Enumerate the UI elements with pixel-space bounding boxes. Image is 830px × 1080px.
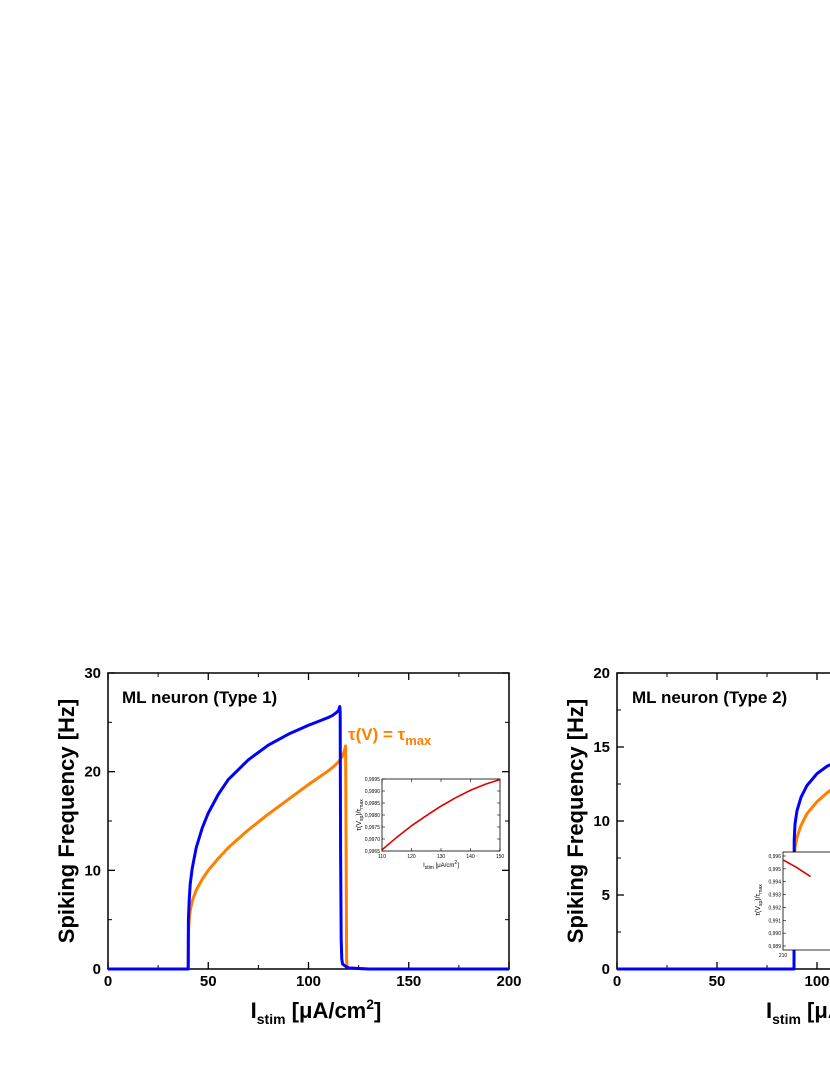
- inset-y-tick-label: 0,995: [768, 867, 781, 873]
- panel1-inset-xlabel-unit: [μA/cm: [434, 863, 454, 869]
- inset-y-tick-label: 0,989: [768, 944, 781, 950]
- panel1-inset-y-ticks: 0,9965 0,9970 0,9975 0,9980 0,9985 0,9990 0,99…: [365, 777, 500, 855]
- y-tick-label: 20: [84, 764, 101, 781]
- inset-x-tick-label: 210: [779, 953, 788, 959]
- x-tick-label: 0: [104, 973, 112, 990]
- panel1-xlabel-main: I: [251, 998, 257, 1023]
- panel1-y-ticks: 0 10 20 30: [84, 665, 509, 978]
- panel2-inset-ylabel-sub2: max: [758, 884, 764, 894]
- panel2-inset: 0,996 0,995 0,994 0,993 0,992 0,991 0,990 0,989…: [755, 851, 830, 959]
- panel1-inset-x-label: Istim [μA/cm2]: [423, 860, 459, 871]
- panel1-inset: 0,9965 0,9970 0,9975 0,9980 0,9985 0,9990 0,99…: [356, 777, 504, 871]
- y-tick-label: 15: [593, 739, 610, 756]
- panel1-inset-xlabel-main: I: [423, 863, 425, 869]
- panel1-inset-ylabel-mid: )/τ: [356, 808, 363, 815]
- panel1-xlabel-unit: [μA/cm: [286, 998, 367, 1023]
- y-tick-label: 30: [84, 665, 101, 682]
- x-tick-label: 100: [804, 973, 829, 990]
- panel1-inset-x-ticks: 110 120 130 140 150: [378, 779, 504, 860]
- x-tick-label: 50: [200, 973, 217, 990]
- inset-y-tick-label: 0,9970: [365, 837, 381, 843]
- series-line-1: [617, 763, 830, 971]
- panel2-inset-ylabel-mid: )/τ: [755, 893, 762, 900]
- panel1-inset-frame: [381, 778, 501, 852]
- panel2-xlabel-sub: stim: [772, 1011, 801, 1027]
- x-tick-label: 100: [296, 973, 321, 990]
- inset-y-tick-label: 0,994: [768, 880, 781, 886]
- inset-x-tick-label: 120: [407, 854, 416, 860]
- inset-y-tick-label: 0,993: [768, 893, 781, 899]
- inset-y-tick-label: 0,9985: [365, 801, 381, 807]
- panel1-annotation-sub: max: [405, 733, 432, 748]
- x-tick-label: 50: [709, 973, 726, 990]
- inset-series-line-0: [381, 778, 501, 851]
- panel1-y-axis-label: Spiking Frequency [Hz]: [54, 699, 79, 943]
- x-tick-label: 0: [613, 973, 621, 990]
- x-tick-label: 150: [396, 973, 421, 990]
- panel1-inset-ylabel-sub2: max: [359, 799, 365, 809]
- y-tick-label: 0: [602, 961, 610, 978]
- panel2-y-ticks: 0 5 10 15 20: [593, 665, 624, 978]
- panel2-x-ticks: 0 50 100: [613, 673, 830, 990]
- inset-y-tick-label: 0,9980: [365, 813, 381, 819]
- inset-y-tick-label: 0,991: [768, 918, 781, 924]
- inset-x-tick-label: 130: [437, 854, 446, 860]
- panel1-xlabel-sub: stim: [257, 1011, 286, 1027]
- panel2-inset-frame: [782, 851, 830, 951]
- panel2-inset-series: [782, 859, 811, 878]
- panel1-inset-xlabel-sub: stim: [425, 865, 434, 871]
- panel1-inset-y-label: τ(Vsp)/τmax: [356, 799, 365, 831]
- panel1-x-axis-label: Istim [μA/cm2]: [251, 996, 382, 1027]
- panel1-annotation-tau-max: τ(V) = τmax: [348, 725, 432, 748]
- panel1-annotation-main: τ(V) = τ: [348, 725, 406, 744]
- panel2-inset-ylabel-main: τ(V: [755, 906, 762, 916]
- inset-series-line-0: [782, 859, 811, 878]
- inset-y-tick-label: 0,992: [768, 905, 781, 911]
- panel2-inset-y-label: τ(Vsp)/τmax: [755, 884, 764, 916]
- y-tick-label: 10: [84, 862, 101, 879]
- series-line-0: [108, 744, 509, 971]
- panel1-inset-ylabel-sub: sp: [359, 816, 365, 822]
- panel2-inset-x-ticks: 210: [779, 953, 788, 959]
- x-tick-label: 200: [496, 973, 521, 990]
- panel-type2: 0 5 10 15 20 0 50 100 ML neuron (Type 2) Spiki…: [563, 665, 830, 1027]
- inset-y-tick-label: 0,990: [768, 931, 781, 937]
- inset-y-tick-label: 0,9965: [365, 849, 381, 855]
- panel2-title: ML neuron (Type 2): [632, 688, 787, 707]
- panel2-x-axis-label: Istim [μA/cm: [766, 998, 830, 1027]
- panel2-inset-ylabel-sub: sp: [758, 901, 764, 907]
- series-line-1: [108, 705, 509, 971]
- panel2-y-axis-label: Spiking Frequency [Hz]: [563, 699, 588, 943]
- y-tick-label: 0: [93, 961, 101, 978]
- y-tick-label: 5: [602, 887, 610, 904]
- panel1-inset-ylabel-main: τ(V: [356, 821, 363, 831]
- panel1-inset-xlabel-close: ]: [457, 863, 459, 869]
- inset-y-tick-label: 0,9975: [365, 825, 381, 831]
- panel1-inset-series: [381, 778, 501, 851]
- y-tick-label: 10: [593, 813, 610, 830]
- inset-y-tick-label: 0,9990: [365, 789, 381, 795]
- panel1-xlabel-sup: 2: [366, 996, 374, 1012]
- y-tick-label: 20: [593, 665, 610, 682]
- panel1-inset-xlabel-sup: 2: [454, 860, 457, 866]
- panel2-xlabel-main: I: [766, 998, 772, 1023]
- inset-y-tick-label: 0,996: [768, 854, 781, 860]
- panel1-xlabel-close: ]: [374, 998, 381, 1023]
- panel1-title: ML neuron (Type 1): [122, 688, 277, 707]
- inset-x-tick-label: 140: [466, 854, 475, 860]
- inset-x-tick-label: 110: [378, 854, 386, 860]
- panel2-xlabel-unit: [μA/cm: [801, 998, 830, 1023]
- inset-x-tick-label: 150: [496, 854, 505, 860]
- panel2-inset-y-ticks: 0,996 0,995 0,994 0,993 0,992 0,991 0,990 0,989: [768, 854, 786, 950]
- panel1-series: [108, 705, 509, 971]
- inset-y-tick-label: 0,9995: [365, 777, 381, 783]
